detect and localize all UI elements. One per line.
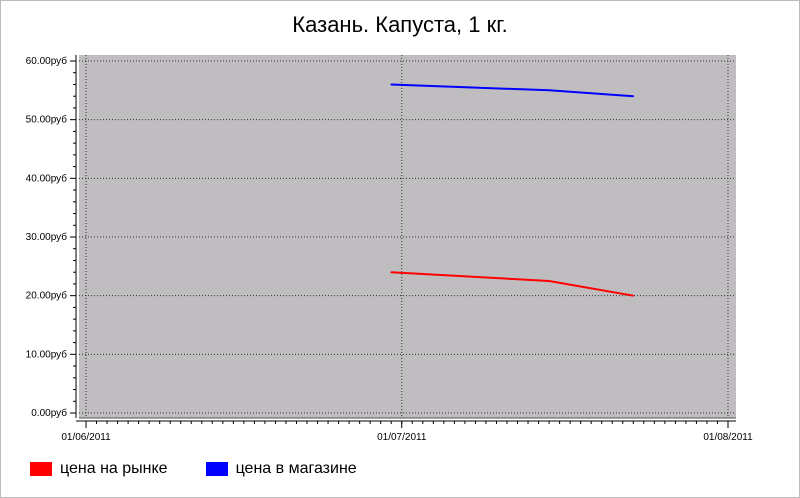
- legend-label-market: цена на рынке: [60, 460, 168, 477]
- plot-background: [79, 55, 736, 418]
- tick-labels-group: 0.00руб 10.00руб 20.00руб 30.00руб 40.00руб 5…: [26, 55, 753, 443]
- grid-group: [79, 55, 736, 418]
- series-group: [390, 83, 635, 297]
- y-tick-label: 40.00руб: [26, 172, 68, 184]
- data-point: [632, 95, 635, 97]
- y-tick-label: 0.00руб: [31, 407, 67, 419]
- y-tick-label: 20.00руб: [26, 290, 68, 302]
- plot-area-group: [79, 55, 736, 418]
- x-tick-label: 01/06/2011: [61, 432, 111, 443]
- legend-swatch-market: [30, 462, 52, 476]
- data-point: [390, 271, 393, 274]
- data-point: [548, 280, 550, 282]
- data-point: [548, 89, 550, 92]
- legend-item-market: цена на рынке: [30, 460, 168, 478]
- data-point: [632, 294, 635, 297]
- legend-swatch-store: [205, 462, 228, 476]
- legend: цена на рынке цена в магазине: [30, 460, 395, 478]
- x-tick-label: 01/08/2011: [703, 432, 753, 443]
- legend-label-store: цена в магазине: [235, 460, 357, 477]
- y-tick-label: 60.00руб: [26, 55, 68, 67]
- chart-title: Казань. Капуста, 1 кг.: [292, 12, 508, 37]
- axes-group: [70, 55, 736, 428]
- legend-item-store: цена в магазине: [205, 460, 357, 478]
- y-tick-label: 30.00руб: [26, 231, 68, 243]
- y-tick-label: 50.00руб: [26, 114, 68, 126]
- y-tick-label: 10.00руб: [26, 348, 68, 360]
- data-point: [390, 83, 393, 86]
- x-tick-label: 01/07/2011: [377, 432, 427, 443]
